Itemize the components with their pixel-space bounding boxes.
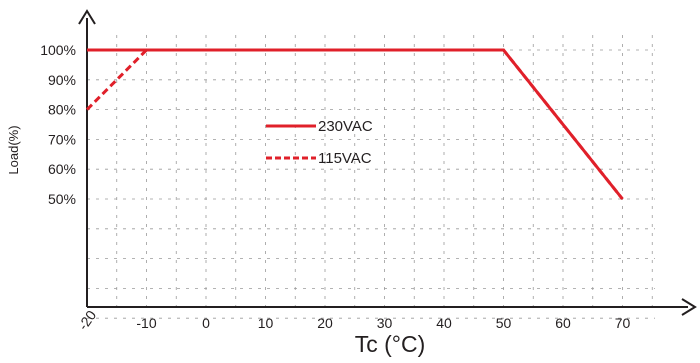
y-tick-label: 100%: [40, 42, 76, 58]
legend-label-230vac: 230VAC: [318, 118, 373, 135]
y-tick-label: 90%: [48, 72, 76, 88]
legend-label-115vac: 115VAC: [318, 150, 372, 167]
x-tick-label: 30: [377, 315, 393, 331]
legend: 230VAC 115VAC: [266, 118, 373, 167]
x-tick-label: 20: [317, 315, 333, 331]
x-tick-label: -20: [75, 307, 100, 333]
y-axis-label: Load(%): [6, 125, 21, 174]
y-tick-label: 50%: [48, 191, 76, 207]
x-tick-label: 50: [496, 315, 512, 331]
x-ticks: -20 -10 0 10 20 30 40 50 60 70: [75, 307, 631, 333]
y-ticks: 50% 60% 70% 80% 90% 100%: [40, 42, 76, 207]
y-tick-label: 80%: [48, 102, 76, 118]
y-axis-arrow-icon: [78, 9, 96, 25]
y-tick-label: 60%: [48, 161, 76, 177]
series: [85, 48, 624, 200]
x-tick-label: -10: [136, 315, 156, 331]
grid: [87, 35, 655, 319]
x-tick-label: 70: [615, 315, 631, 331]
x-tick-label: 60: [555, 315, 571, 331]
x-tick-label: 40: [436, 315, 452, 331]
x-axis-arrow-icon: [681, 298, 697, 316]
y-tick-label: 70%: [48, 131, 76, 147]
x-axis-label: Tc (°C): [355, 331, 426, 357]
x-tick-label: 10: [258, 315, 274, 331]
series-line-230vac: [87, 48, 624, 200]
x-tick-label: 0: [202, 315, 210, 331]
